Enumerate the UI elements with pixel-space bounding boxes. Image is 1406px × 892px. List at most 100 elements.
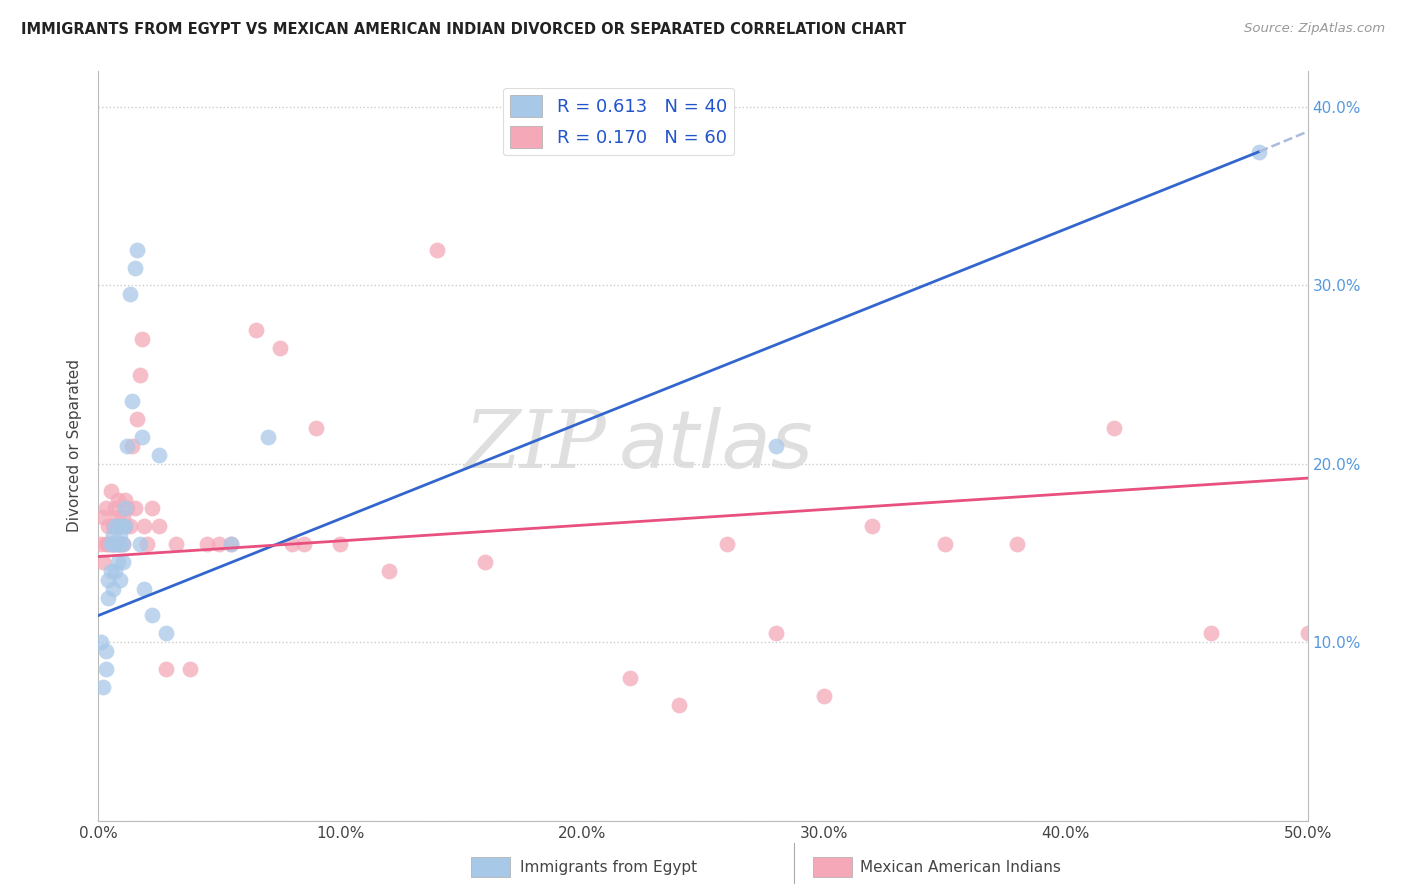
Point <box>121 394 143 409</box>
Point <box>107 537 129 551</box>
Point <box>426 243 449 257</box>
Point <box>108 537 131 551</box>
Point <box>100 564 122 578</box>
Point <box>104 537 127 551</box>
Point <box>179 662 201 676</box>
Point <box>208 537 231 551</box>
Point <box>101 537 124 551</box>
Point <box>114 501 136 516</box>
Point <box>934 537 956 551</box>
Point <box>1102 421 1125 435</box>
Point <box>107 555 129 569</box>
Point <box>91 510 114 524</box>
Point <box>1199 626 1222 640</box>
Point <box>111 537 134 551</box>
Point <box>104 564 127 578</box>
Point <box>141 501 163 516</box>
Text: Mexican American Indians: Mexican American Indians <box>860 861 1062 875</box>
Point <box>111 555 134 569</box>
Point <box>111 537 134 551</box>
Point <box>281 537 304 551</box>
Point <box>111 519 134 533</box>
Point <box>1007 537 1029 551</box>
Point <box>107 510 129 524</box>
Point <box>118 287 141 301</box>
Point <box>668 698 690 712</box>
Point <box>619 671 641 685</box>
Point <box>100 483 122 498</box>
Point <box>155 662 177 676</box>
Point <box>329 537 352 551</box>
Point <box>131 430 153 444</box>
Point <box>124 501 146 516</box>
Point <box>90 537 112 551</box>
Point <box>1249 145 1271 159</box>
Point <box>101 537 124 551</box>
Point <box>128 537 150 551</box>
Point <box>91 555 114 569</box>
Point <box>131 332 153 346</box>
Point <box>107 537 129 551</box>
Point <box>1296 626 1319 640</box>
Point <box>114 519 136 533</box>
Point <box>269 341 291 355</box>
Point <box>305 421 328 435</box>
Point <box>134 519 156 533</box>
Point <box>107 519 129 533</box>
Point <box>97 537 120 551</box>
Point <box>127 243 149 257</box>
Point <box>221 537 243 551</box>
Point <box>134 582 156 596</box>
Point <box>100 537 122 551</box>
Point <box>111 510 134 524</box>
Point <box>107 492 129 507</box>
Point <box>195 537 218 551</box>
Point <box>155 626 177 640</box>
Y-axis label: Divorced or Separated: Divorced or Separated <box>67 359 83 533</box>
Point <box>104 501 127 516</box>
Text: Source: ZipAtlas.com: Source: ZipAtlas.com <box>1244 22 1385 36</box>
Point <box>256 430 278 444</box>
Point <box>127 412 149 426</box>
Point <box>860 519 883 533</box>
Point <box>94 662 117 676</box>
Point <box>245 323 267 337</box>
Legend: R = 0.613   N = 40, R = 0.170   N = 60: R = 0.613 N = 40, R = 0.170 N = 60 <box>502 88 734 155</box>
Point <box>100 537 122 551</box>
Point <box>221 537 243 551</box>
Point <box>94 501 117 516</box>
Point <box>292 537 315 551</box>
Point <box>124 260 146 275</box>
Text: atlas: atlas <box>619 407 813 485</box>
Point <box>101 528 124 542</box>
Point <box>97 591 120 605</box>
Point <box>94 537 117 551</box>
Point <box>135 537 157 551</box>
Point <box>377 564 399 578</box>
Point <box>165 537 187 551</box>
Point <box>91 680 114 694</box>
Text: ZIP: ZIP <box>464 408 606 484</box>
Point <box>94 644 117 658</box>
Point <box>104 519 127 533</box>
Point <box>118 519 141 533</box>
Point <box>90 635 112 649</box>
Point <box>104 519 127 533</box>
Point <box>97 573 120 587</box>
Point <box>121 439 143 453</box>
Text: IMMIGRANTS FROM EGYPT VS MEXICAN AMERICAN INDIAN DIVORCED OR SEPARATED CORRELATI: IMMIGRANTS FROM EGYPT VS MEXICAN AMERICA… <box>21 22 907 37</box>
Point <box>813 689 835 703</box>
Point <box>114 519 136 533</box>
Point <box>104 537 127 551</box>
Point <box>148 448 170 462</box>
Point <box>97 519 120 533</box>
Point <box>101 519 124 533</box>
Point <box>765 626 787 640</box>
Point <box>128 368 150 382</box>
Point <box>108 537 131 551</box>
Text: Immigrants from Egypt: Immigrants from Egypt <box>520 861 697 875</box>
Point <box>765 439 787 453</box>
Point <box>108 573 131 587</box>
Point <box>114 492 136 507</box>
Point <box>117 439 139 453</box>
